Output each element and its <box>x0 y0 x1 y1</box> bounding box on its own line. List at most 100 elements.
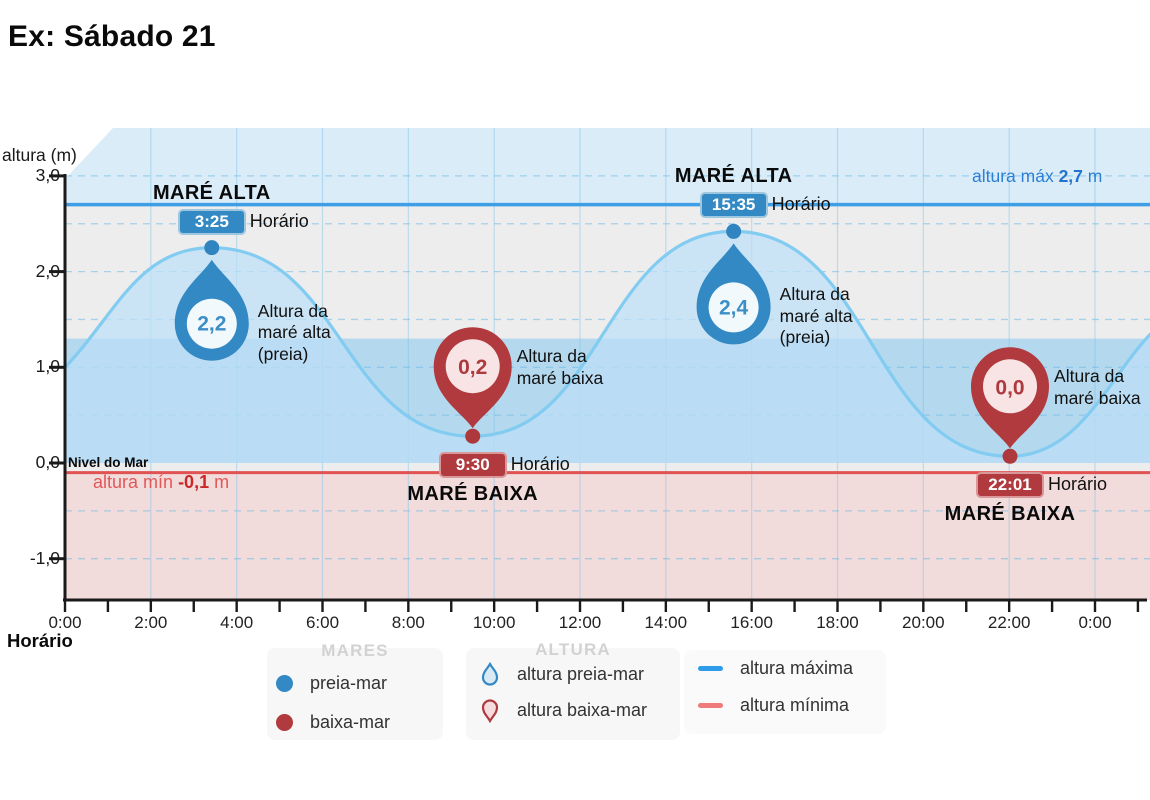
droplet-up-icon <box>481 662 499 686</box>
marker-inner-circle <box>983 359 1037 414</box>
event-title: MARÉ ALTA <box>152 181 271 204</box>
legend-item-baixa-mar: baixa-mar <box>276 712 390 733</box>
upper-strip <box>65 128 1150 205</box>
height-description-line: maré alta <box>257 322 331 343</box>
baixa-mar-dot-icon <box>276 714 293 731</box>
x-tick-label: 22:00 <box>987 613 1031 632</box>
marker-height-value: 0,0 <box>995 376 1024 399</box>
legend-item-label: altura máxima <box>740 658 854 678</box>
event-title: MARÉ BAIXA <box>944 503 1076 526</box>
legend-item-label: altura baixa-mar <box>517 700 648 720</box>
legend-item-altura-minima: altura mínima <box>698 695 849 716</box>
horario-label: Horário <box>510 454 570 475</box>
height-description-line: Altura da <box>1054 366 1125 387</box>
marker-height-value: 2,2 <box>197 313 226 336</box>
height-description-line: Altura da <box>257 300 328 321</box>
height-marker-baixa: 0,2 <box>433 327 512 429</box>
legend-item-preia-mar: preia-mar <box>276 673 387 694</box>
time-badge: 22:01 <box>976 472 1045 499</box>
legend-item-altura-baixa: altura baixa-mar <box>480 698 647 723</box>
page-title: Ex: Sábado 21 <box>8 20 216 53</box>
x-tick-label: 8:00 <box>391 613 425 632</box>
y-tick-label: 3,0 <box>35 164 60 185</box>
tide-curve-fill <box>65 231 1150 463</box>
marker-height-value: 2,4 <box>719 296 749 319</box>
max-height-prefix: altura máx <box>972 166 1054 186</box>
max-height-suffix: m <box>1087 166 1103 186</box>
x-axis-title: Horário <box>7 630 73 651</box>
height-description-line: (preia) <box>779 327 831 348</box>
max-height-value: 2,7 <box>1058 166 1083 186</box>
height-marker-baixa: 0,0 <box>971 347 1049 449</box>
event-title: MARÉ ALTA <box>674 165 793 188</box>
alta-point-dot <box>726 223 742 239</box>
height-marker-alta: 2,2 <box>174 259 249 361</box>
legend-item-label: preia-mar <box>310 673 388 693</box>
legend-item-label: altura mínima <box>740 695 850 715</box>
sea-level-label: Nivel do Mar <box>68 455 149 470</box>
legend-item-altura-maxima: altura máxima <box>698 658 853 679</box>
height-description: Altura da maré alta (preia) <box>258 301 331 366</box>
low-tide-area <box>65 473 1150 600</box>
min-line-icon <box>698 703 723 708</box>
legend-box-mares <box>267 648 443 740</box>
height-description-line: Altura da <box>779 284 850 305</box>
x-tick-label: 18:00 <box>816 613 859 632</box>
x-tick-label: 2:00 <box>134 613 168 632</box>
height-description-line: (preia) <box>257 343 309 364</box>
horario-label: Horário <box>249 210 309 231</box>
legend-box-altura <box>466 648 680 740</box>
height-description: Altura da maré alta (preia) <box>780 284 853 349</box>
x-tick-label: 20:00 <box>902 613 945 632</box>
height-description: Altura da maré baixa <box>1054 366 1141 409</box>
y-tick-label: 0,0 <box>35 452 60 472</box>
height-description-line: maré baixa <box>516 367 604 388</box>
height-description-line: maré baixa <box>1054 387 1141 408</box>
legend-item-label: altura preia-mar <box>517 664 645 684</box>
x-tick-label: 4:00 <box>220 613 254 632</box>
x-tick-label: 10:00 <box>472 613 516 632</box>
horario-label: Horário <box>1048 474 1108 495</box>
max-line-icon <box>698 666 723 671</box>
horario-label: Horário <box>771 194 831 215</box>
x-tick-label: 16:00 <box>730 613 773 632</box>
time-badge: 15:35 <box>699 192 768 219</box>
time-badge: 3:25 <box>177 208 246 235</box>
height-description-line: Altura da <box>516 346 587 367</box>
min-height-annotation: altura mín -0,1 m <box>93 472 229 493</box>
legend-header-mares: MARES <box>321 641 389 660</box>
marker-inner-circle <box>186 298 237 349</box>
min-height-prefix: altura mín <box>93 472 174 492</box>
marker-height-value: 0,2 <box>458 356 487 379</box>
baixa-point-dot <box>1002 448 1018 464</box>
droplet-down-icon <box>481 699 499 723</box>
height-description: Altura da maré baixa <box>517 346 604 389</box>
event-title: MARÉ BAIXA <box>407 483 539 506</box>
height-marker-alta: 2,4 <box>696 243 771 345</box>
x-tick-label: 6:00 <box>305 613 340 632</box>
y-axis-title: altura (m) <box>2 145 77 165</box>
x-tick-label: 12:00 <box>558 613 602 632</box>
marker-inner-circle <box>445 339 500 394</box>
y-tick-label: 2,0 <box>35 260 60 281</box>
corner-mask <box>65 128 113 179</box>
legend-item-label: baixa-mar <box>310 712 391 732</box>
min-height-value: -0,1 <box>178 472 210 492</box>
y-tick-label: 1,0 <box>35 356 60 377</box>
y-tick-label: -1,0 <box>29 547 60 568</box>
baixa-point-dot <box>465 428 481 444</box>
time-badge: 9:30 <box>438 452 507 479</box>
alta-point-dot <box>204 240 220 256</box>
min-height-suffix: m <box>214 472 230 492</box>
x-tick-label: 0:00 <box>48 613 82 632</box>
legend-box-linhas <box>684 650 886 734</box>
height-description-line: maré alta <box>779 305 853 326</box>
x-tick-label: 0:00 <box>1078 613 1112 632</box>
legend-item-altura-preia: altura preia-mar <box>480 662 644 687</box>
preia-mar-dot-icon <box>276 675 293 692</box>
max-height-annotation: altura máx 2,7 m <box>972 166 1102 187</box>
marker-inner-circle <box>708 282 759 333</box>
x-tick-label: 14:00 <box>644 613 688 632</box>
